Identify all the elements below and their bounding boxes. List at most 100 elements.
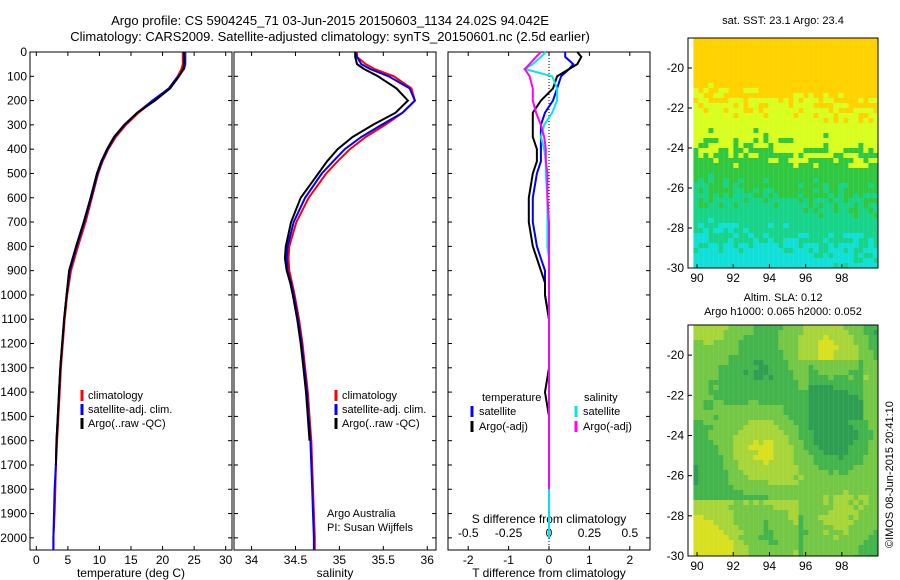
sla-map-cell (828, 395, 834, 400)
sla-map-cell (763, 505, 769, 510)
sst-map-cell (753, 68, 759, 73)
sla-map-cell (793, 525, 799, 530)
sst-map-cell (843, 253, 849, 258)
sst-map-cell (738, 38, 744, 43)
sla-map-cell (868, 470, 874, 475)
sla-map-cell (828, 425, 834, 430)
sst-map-cell (703, 118, 709, 123)
sst-map-cell (728, 248, 734, 253)
sla-map-cell (783, 335, 789, 340)
sst-map-cell (803, 128, 809, 133)
sst-map-cell (743, 63, 749, 68)
sla-map-cell (803, 405, 809, 410)
sst-map-cell (778, 228, 784, 233)
sla-map-cell (753, 365, 759, 370)
depth-tick-label: 1300 (0, 361, 27, 375)
sla-map-cell (863, 455, 869, 460)
sst-map-cell (868, 258, 874, 263)
sla-map-cell (823, 485, 829, 490)
legend-title-salinity: salinity (584, 392, 618, 404)
sla-map-cell (708, 390, 714, 395)
sst-map-cell (738, 148, 744, 153)
sla-map-cell (703, 440, 709, 445)
sst-map-cell (828, 38, 834, 43)
sst-map-cell (778, 133, 784, 138)
sst-map-cell (838, 153, 844, 158)
sst-map-cell (863, 203, 869, 208)
sst-map-cell (698, 193, 704, 198)
sla-map-cell (748, 340, 754, 345)
sst-map-cell (763, 58, 769, 63)
sla-map-cell (798, 470, 804, 475)
sla-map-cell (758, 515, 764, 520)
sla-map-cell (723, 505, 729, 510)
sst-map-cell (708, 148, 714, 153)
sst-map-cell (788, 53, 794, 58)
sst-map-cell (798, 48, 804, 53)
sst-map-cell (758, 113, 764, 118)
sst-map-cell (743, 233, 749, 238)
sla-map-cell (863, 325, 869, 330)
sst-map-cell (723, 258, 729, 263)
sla-map-cell (793, 435, 799, 440)
sst-map-cell (748, 43, 754, 48)
sla-map-cell (858, 420, 864, 425)
sla-map-cell (853, 460, 859, 465)
sst-map-cell (728, 118, 734, 123)
sla-map-cell (803, 525, 809, 530)
sla-map-cell (743, 335, 749, 340)
sla-map-cell (813, 545, 819, 550)
sla-map-cell (863, 495, 869, 500)
sla-map-cell (868, 520, 874, 525)
sst-map-cell (798, 43, 804, 48)
sst-map-cell (858, 248, 864, 253)
sst-map-cell (808, 58, 814, 63)
sst-map-cell (868, 248, 874, 253)
sla-map-cell (708, 545, 714, 550)
sla-map-cell (793, 520, 799, 525)
sla-map-cell (708, 515, 714, 520)
sst-map-cell (873, 98, 878, 103)
sst-map-cell (823, 233, 829, 238)
sla-map-cell (738, 400, 744, 405)
sla-map-cell (863, 485, 869, 490)
sla-map-cell (778, 325, 784, 330)
sst-map-cell (833, 163, 839, 168)
sst-map-cell (723, 253, 729, 258)
sst-map-cell (778, 83, 784, 88)
sla-map-cell (748, 440, 754, 445)
sst-map-cell (843, 213, 849, 218)
sst-map-cell (713, 258, 719, 263)
sla-map-cell (713, 460, 719, 465)
sla-map-cell (773, 390, 779, 395)
sla-map-cell (738, 455, 744, 460)
sla-map-cell (833, 500, 839, 505)
sst-map-cell (818, 113, 824, 118)
sst-map-cell (758, 68, 764, 73)
sst-map-cell (833, 58, 839, 63)
sst-map-cell (698, 258, 704, 263)
sst-map-cell (703, 203, 709, 208)
sla-map-cell (788, 500, 794, 505)
sst-map-cell (808, 173, 814, 178)
sst-map-cell (703, 178, 709, 183)
sst-map-cell (758, 53, 764, 58)
sla-map-cell (738, 515, 744, 520)
sla-map-cell (813, 500, 819, 505)
sst-map-cell (858, 148, 864, 153)
sla-map-cell (783, 510, 789, 515)
sst-map-cell (813, 248, 819, 253)
sst-map-cell (753, 213, 759, 218)
sla-map-cell (773, 485, 779, 490)
sla-map-cell (708, 370, 714, 375)
sst-map-cell (698, 123, 704, 128)
sst-map-cell (798, 263, 804, 268)
sla-map-cell (723, 530, 729, 535)
sst-map-cell (703, 93, 709, 98)
sla-map-cell (728, 480, 734, 485)
sla-map-cell (788, 470, 794, 475)
sla-map-cell (798, 500, 804, 505)
sst-map-cell (803, 158, 809, 163)
sst-map-cell (743, 98, 749, 103)
sst-map-cell (788, 58, 794, 63)
